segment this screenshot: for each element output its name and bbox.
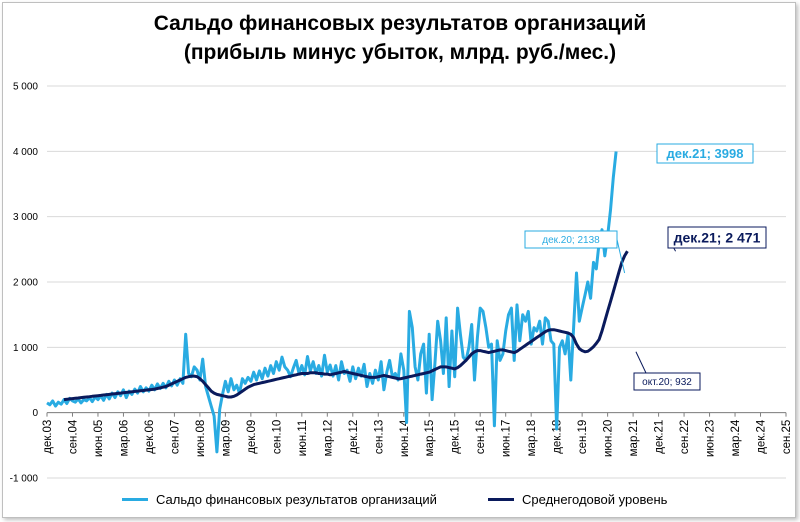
x-tick-label: дек.24 [756, 419, 768, 454]
x-tick-label: мар.21 [628, 420, 640, 457]
legend-label-series1: Сальдо финансовых результатов организаци… [156, 491, 437, 507]
x-tick-label: июн.20 [603, 420, 615, 457]
x-tick-label: мар.18 [526, 420, 538, 457]
annotation-leader [635, 351, 647, 374]
annotation-label: дек.21; 3998 [667, 146, 744, 161]
x-tick-label: сен.19 [577, 420, 589, 454]
annotation-label: дек.21; 2 471 [674, 230, 761, 246]
legend-swatch-series2 [488, 497, 514, 501]
annotation-label: окт.20; 932 [642, 377, 692, 388]
x-tick-label: дек.03 [42, 420, 54, 454]
x-tick-label: дек.09 [246, 420, 258, 454]
y-tick-label: 0 [32, 408, 38, 419]
annotation-box [656, 143, 754, 164]
x-tick-label: июн.23 [705, 420, 717, 457]
x-tick-label: мар.06 [118, 420, 130, 457]
x-tick-label: мар.09 [220, 420, 232, 457]
x-tick-label: июн.05 [93, 420, 105, 457]
annotation-box [633, 372, 701, 391]
x-tick-label: дек.12 [348, 420, 360, 454]
x-tick-label: июн.17 [501, 420, 513, 457]
chart-title-line1: Сальдо финансовых результатов организаци… [153, 12, 647, 35]
annotation-box [524, 230, 618, 249]
x-tick-label: сен.07 [169, 420, 181, 454]
x-tick-label: мар.15 [424, 420, 436, 457]
x-tick-label: июн.08 [195, 420, 207, 457]
y-tick-label: 1 000 [13, 343, 38, 354]
x-tick-label: дек.15 [450, 420, 462, 454]
legend-label-series2: Среднегодовой уровень [522, 491, 668, 507]
x-tick-label: сен.22 [679, 420, 691, 454]
x-tick-label: дек.21 [654, 420, 666, 454]
x-tick-label: сен.25 [781, 420, 793, 454]
chart-title-line2: (прибыль минус убыток, млрд. руб./мес.) [183, 41, 617, 64]
series-line-2 [63, 250, 629, 402]
annotation-leader [616, 239, 626, 274]
y-tick-label: 2 000 [13, 278, 38, 289]
legend-item-series2: Среднегодовой уровень [488, 490, 667, 508]
legend-swatch-series1 [122, 497, 148, 501]
series-line-1 [46, 151, 618, 454]
x-tick-label: июн.14 [399, 419, 411, 457]
x-tick-label: сен.04 [67, 419, 79, 454]
annotation-box [667, 226, 767, 249]
x-tick-label: мар.12 [322, 420, 334, 457]
y-tick-label: 5 000 [13, 82, 38, 93]
y-tick-label: -1 000 [10, 474, 39, 485]
x-tick-label: июн.11 [297, 420, 309, 457]
x-tick-label: сен.10 [271, 420, 283, 454]
x-tick-label: дек.18 [552, 420, 564, 454]
x-tick-label: мар.24 [730, 419, 742, 456]
x-tick-label: сен.13 [373, 420, 385, 454]
x-tick-label: сен.16 [475, 420, 487, 454]
legend-item-series1: Сальдо финансовых результатов организаци… [122, 490, 437, 508]
y-tick-label: 3 000 [13, 212, 38, 223]
y-tick-label: 4 000 [13, 147, 38, 158]
annotation-label: дек.20; 2138 [542, 235, 600, 246]
x-tick-label: дек.06 [144, 420, 156, 454]
